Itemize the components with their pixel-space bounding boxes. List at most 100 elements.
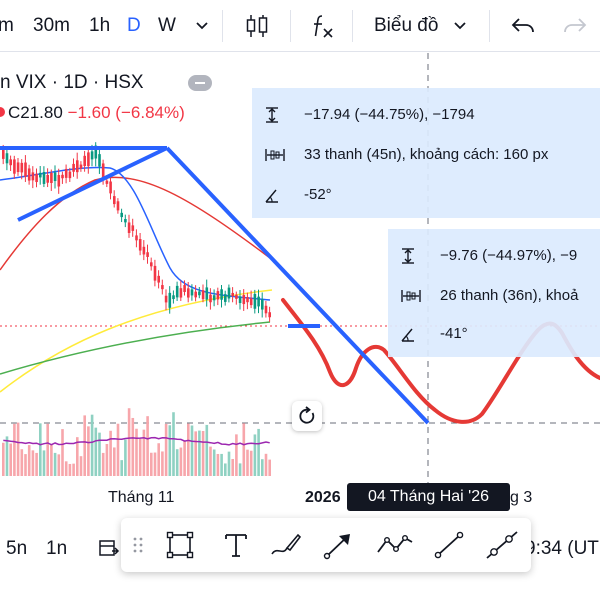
candle [142,246,146,255]
legend-collapse-button[interactable] [188,75,212,91]
interval-week[interactable]: W [158,15,176,36]
crosshair-date-label: 04 Tháng Hai '26 [347,483,510,511]
volume-bar [90,414,94,476]
volume-bar [175,449,179,476]
ma-yellow-line [0,289,273,393]
symbol-legend-title[interactable]: n VIX · 1D · HSX [0,72,144,93]
candle [90,151,94,160]
toolbar-divider [489,10,490,42]
candles-icon[interactable] [244,12,270,40]
candle [13,159,16,174]
volume-bar [105,443,109,476]
volume-bar [31,450,35,476]
candle [194,291,197,298]
candle [135,235,138,241]
candle [253,293,257,309]
range-1n[interactable]: 1n [46,538,68,559]
chevron-down-icon[interactable] [452,20,468,32]
candle [76,160,79,173]
volume-bar [83,415,86,476]
time-axis[interactable]: Tháng 11 2026 g 3 [0,486,600,512]
volume-bar [79,456,83,476]
candle [116,201,120,211]
volume-ma-line [3,436,270,446]
volume-bar [246,449,249,476]
price-change: −1.60 (−6.84%) [67,103,185,122]
candle [231,292,234,297]
undo-icon[interactable] [510,14,536,38]
volume-bar [20,449,24,476]
candle [187,288,190,298]
candle [264,305,268,314]
candle [235,294,238,299]
volume-bar [39,423,42,476]
top-toolbar: m 30m 1h D W Biểu đồ [0,0,600,52]
interval-30m[interactable]: 30m [33,15,70,36]
volume-bar [212,449,216,476]
candle [27,168,31,181]
candle [16,162,20,173]
volume-bar [2,442,5,476]
candle [31,172,35,181]
candle [64,168,68,178]
measure-box-1[interactable]: −17.94 (−44.75%), −1794 33 thanh (45n), … [252,88,600,218]
candle [124,219,127,223]
candle [72,163,75,172]
measure-1-price-change: −17.94 (−44.75%), −1794 [304,106,475,123]
volume-bar [127,408,131,476]
indicators-fx-icon[interactable] [308,12,336,40]
ma-green-line [0,321,271,375]
path-tool-icon[interactable] [375,530,415,560]
text-tool-icon[interactable] [221,530,251,560]
interval-1h[interactable]: 1h [89,15,111,36]
time-label-year: 2026 [305,489,341,506]
ma-blue-line [0,166,271,301]
drag-handle-icon[interactable] [133,536,143,554]
candle [261,299,264,310]
time-label-partial: g 3 [510,489,533,506]
candle [24,162,27,177]
volume-bar [57,454,61,476]
toolbar-divider [222,10,223,42]
clock-timezone[interactable]: 9:34 (UT [525,538,599,559]
angle-icon [265,189,278,203]
volume-bar [113,447,116,476]
triangle-bottom-line[interactable] [17,146,168,222]
volume-bar [13,423,16,476]
extended-line-tool-icon[interactable] [485,530,519,560]
volume-bar [235,434,238,476]
price-chart[interactable] [0,53,600,513]
volume-bar [135,428,138,476]
volume-bar [46,423,49,476]
candle [238,296,242,304]
volume-bar [190,425,194,476]
measure-box-2[interactable]: −9.76 (−44.97%), −9 26 thanh (36n), khoả… [388,229,600,357]
volume-bar [161,451,164,476]
candle [50,172,53,184]
range-5n[interactable]: 5n [6,538,28,559]
date-range-icon[interactable] [98,536,120,560]
volume-bar [9,443,12,476]
candle [46,174,49,183]
redo-icon[interactable] [562,14,588,38]
candle [57,175,61,187]
brush-tool-icon[interactable] [269,530,303,560]
arrow-tool-icon[interactable] [323,530,355,560]
measure-1-angle: -52° [304,186,332,203]
rectangle-tool-icon[interactable] [165,530,195,560]
candle [257,296,260,307]
reset-chart-button[interactable] [292,401,322,431]
candlesticks [2,142,271,322]
interval-day[interactable]: D [127,15,141,36]
interval-partial[interactable]: m [0,15,14,36]
trend-line-down[interactable] [165,146,430,425]
trend-line-tool-icon[interactable] [433,530,465,560]
drawing-toolbar [121,518,531,572]
chevron-down-icon[interactable] [194,20,210,32]
volume-bar [257,428,260,476]
volume-bar [242,423,246,476]
close-label: C21.80 [8,103,63,122]
volume-bar [131,417,135,476]
volume-bar [194,431,197,476]
chart-menu-button[interactable]: Biểu đồ [374,15,439,36]
